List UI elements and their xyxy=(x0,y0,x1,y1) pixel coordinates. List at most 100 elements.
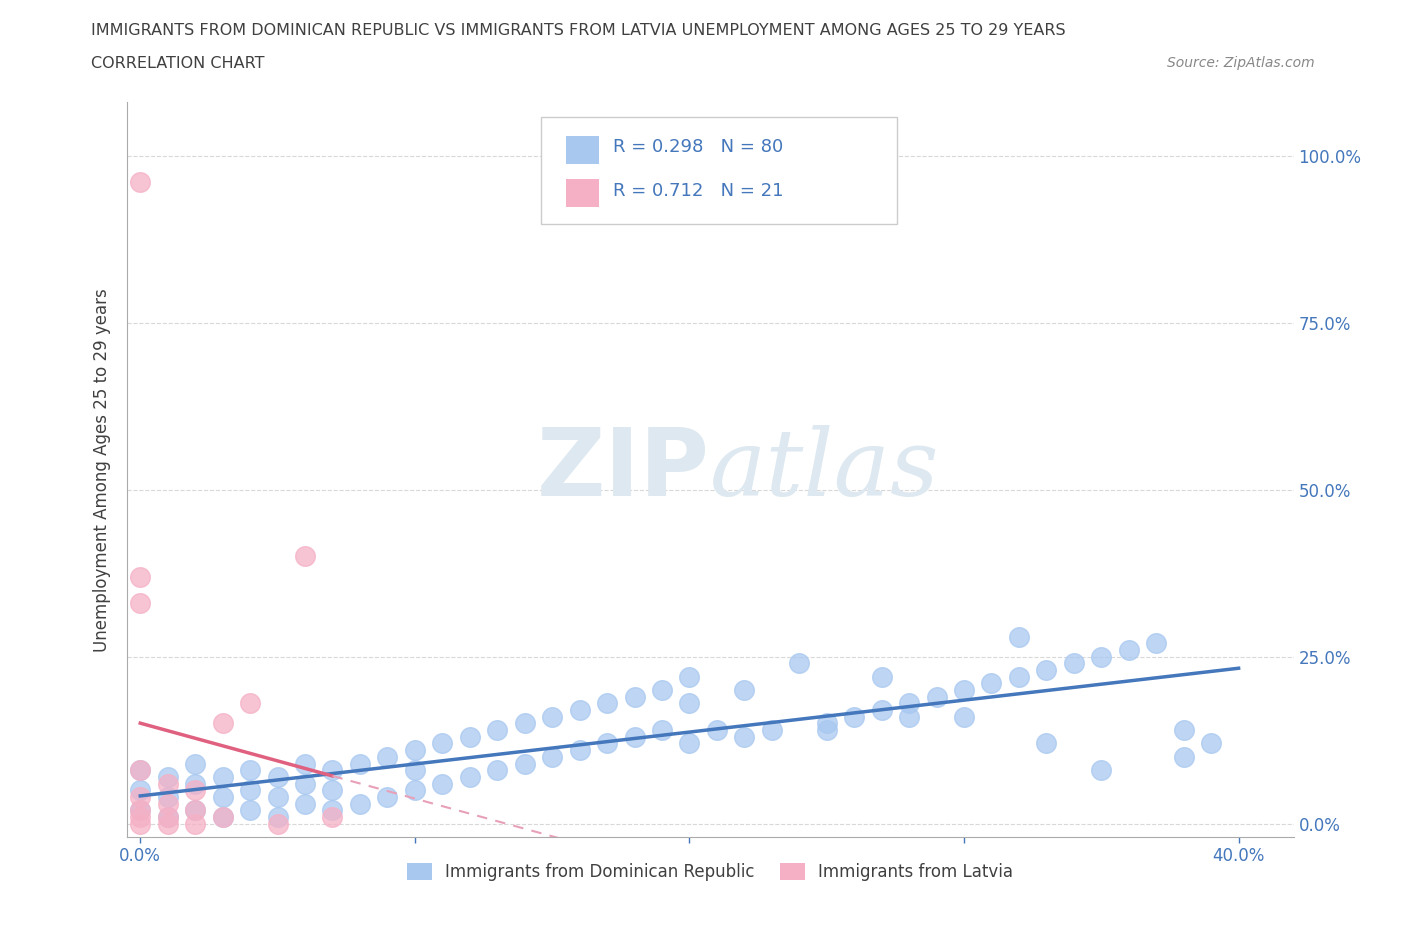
Point xyxy=(925,689,948,704)
Point xyxy=(349,756,371,771)
Point xyxy=(1008,670,1031,684)
Point xyxy=(733,683,755,698)
Point xyxy=(678,670,700,684)
Point xyxy=(211,809,233,824)
Point xyxy=(156,790,179,804)
Point xyxy=(898,710,921,724)
Point xyxy=(432,736,454,751)
Point xyxy=(513,716,536,731)
FancyBboxPatch shape xyxy=(541,117,897,223)
Point xyxy=(184,756,207,771)
Point xyxy=(1035,662,1057,677)
Point xyxy=(184,783,207,798)
Point xyxy=(953,710,976,724)
Point xyxy=(815,723,838,737)
Point xyxy=(513,756,536,771)
Point xyxy=(541,750,564,764)
Point xyxy=(377,790,399,804)
Point xyxy=(321,803,343,817)
Point xyxy=(541,710,564,724)
Y-axis label: Unemployment Among Ages 25 to 29 years: Unemployment Among Ages 25 to 29 years xyxy=(93,287,111,652)
Point xyxy=(129,175,152,190)
Point xyxy=(1199,736,1222,751)
Point xyxy=(432,777,454,791)
Point xyxy=(321,763,343,777)
Point xyxy=(458,769,481,784)
Point xyxy=(156,777,179,791)
Point xyxy=(844,710,866,724)
Point xyxy=(651,683,673,698)
Point xyxy=(129,783,152,798)
Point xyxy=(184,803,207,817)
Point xyxy=(129,763,152,777)
Point xyxy=(706,723,728,737)
Text: ZIP: ZIP xyxy=(537,424,710,515)
Point xyxy=(184,803,207,817)
Point xyxy=(211,809,233,824)
Point xyxy=(953,683,976,698)
Point xyxy=(266,769,288,784)
Point xyxy=(211,716,233,731)
Point xyxy=(129,803,152,817)
Point xyxy=(129,790,152,804)
Point xyxy=(651,723,673,737)
Point xyxy=(1118,643,1140,658)
Point xyxy=(184,817,207,831)
Point xyxy=(1090,649,1112,664)
Point xyxy=(678,696,700,711)
Text: IMMIGRANTS FROM DOMINICAN REPUBLIC VS IMMIGRANTS FROM LATVIA UNEMPLOYMENT AMONG : IMMIGRANTS FROM DOMINICAN REPUBLIC VS IM… xyxy=(91,23,1066,38)
Point xyxy=(486,723,509,737)
Point xyxy=(898,696,921,711)
Point xyxy=(404,763,426,777)
Point xyxy=(156,817,179,831)
Point xyxy=(458,729,481,744)
Text: R = 0.712   N = 21: R = 0.712 N = 21 xyxy=(613,182,783,200)
Point xyxy=(211,790,233,804)
Point xyxy=(568,703,591,718)
Point xyxy=(1173,750,1195,764)
Point xyxy=(761,723,783,737)
Point xyxy=(1063,656,1085,671)
Point xyxy=(815,716,838,731)
Point xyxy=(266,790,288,804)
Point xyxy=(678,736,700,751)
Point xyxy=(404,743,426,758)
Point xyxy=(156,796,179,811)
Point xyxy=(156,809,179,824)
Point xyxy=(129,763,152,777)
Point xyxy=(623,689,645,704)
Point xyxy=(294,549,316,564)
Point xyxy=(1173,723,1195,737)
Point xyxy=(156,809,179,824)
Point xyxy=(211,769,233,784)
Text: Source: ZipAtlas.com: Source: ZipAtlas.com xyxy=(1167,56,1315,70)
Point xyxy=(596,696,619,711)
Point xyxy=(294,756,316,771)
Point xyxy=(239,763,262,777)
Text: atlas: atlas xyxy=(710,425,939,514)
Point xyxy=(596,736,619,751)
Point xyxy=(294,777,316,791)
Point xyxy=(266,817,288,831)
Point xyxy=(623,729,645,744)
Point xyxy=(568,743,591,758)
Point xyxy=(321,809,343,824)
Point xyxy=(1090,763,1112,777)
Point xyxy=(239,783,262,798)
Point xyxy=(787,656,810,671)
Point xyxy=(294,796,316,811)
Point xyxy=(870,670,893,684)
Point xyxy=(1144,636,1167,651)
Point xyxy=(129,803,152,817)
Point xyxy=(129,569,152,584)
Point xyxy=(349,796,371,811)
Point xyxy=(184,777,207,791)
Point xyxy=(321,783,343,798)
Bar xyxy=(567,136,599,164)
Point xyxy=(404,783,426,798)
Point xyxy=(129,596,152,611)
Point xyxy=(870,703,893,718)
Text: R = 0.298   N = 80: R = 0.298 N = 80 xyxy=(613,139,783,156)
Point xyxy=(129,817,152,831)
Point xyxy=(129,809,152,824)
